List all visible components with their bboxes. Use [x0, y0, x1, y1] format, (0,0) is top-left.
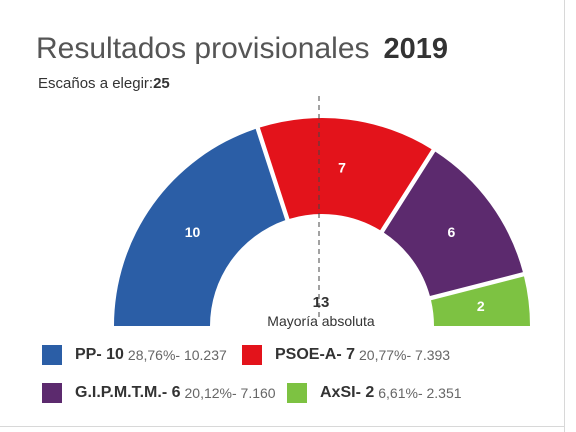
chart-title: Resultados provisionales 2019: [36, 34, 448, 64]
chart-title-year: 2019: [383, 33, 449, 65]
slice-axsi: [431, 276, 530, 326]
slice-label-g-i-p-m-t-m: 6: [448, 224, 456, 240]
legend-party-gipmtm: G.I.P.M.T.M.- 6: [75, 384, 181, 401]
slice-pp: [114, 128, 286, 326]
seats-to-elect-label: Escaños a elegir:: [38, 75, 154, 92]
slice-label-pp: 10: [185, 224, 201, 240]
chart-title-text: Resultados provisionales: [36, 32, 370, 65]
frame-border-bottom: [0, 426, 565, 427]
hemicycle-slices: [114, 117, 530, 326]
legend-party-psoe-a: PSOE-A- 7: [275, 346, 356, 363]
legend-party-pp: PP- 10: [75, 346, 124, 363]
legend-item-psoe-a: PSOE-A- 7 20,77%- 7.393: [242, 343, 450, 367]
slice-psoe-a: [259, 117, 432, 231]
legend-detail-axsi: 6,61%- 2.351: [378, 385, 462, 401]
slice-label-psoe-a: 7: [338, 159, 346, 175]
frame-border-right: [564, 0, 565, 432]
legend-detail-pp: 28,76%- 10.237: [127, 347, 227, 363]
legend-swatch-pp: [42, 345, 62, 365]
legend-detail-gipmtm: 20,12%- 7.160: [184, 385, 276, 401]
hemicycle-slice-labels: 10 7 6 2: [185, 159, 485, 314]
legend-detail-psoe-a: 20,77%- 7.393: [359, 347, 451, 363]
seats-to-elect-value: 25: [153, 75, 170, 92]
legend-swatch-axsi: [287, 383, 307, 403]
legend-party-axsi: AxSI- 2: [320, 384, 375, 401]
slice-label-axsi: 2: [477, 298, 485, 314]
majority-value: 13: [313, 294, 330, 311]
legend-swatch-psoe-a: [242, 345, 262, 365]
legend-item-gipmtm: G.I.P.M.T.M.- 6 20,12%- 7.160: [42, 381, 276, 405]
legend-item-axsi: AxSI- 2 6,61%- 2.351: [287, 381, 462, 405]
slice-g-i-p-m-t-m: [383, 151, 523, 297]
majority-label: Mayoría absoluta: [267, 313, 375, 329]
legend-item-pp: PP- 10 28,76%- 10.237: [42, 343, 227, 367]
legend-swatch-gipmtm: [42, 383, 62, 403]
seats-to-elect: Escaños a elegir:25: [38, 75, 170, 92]
